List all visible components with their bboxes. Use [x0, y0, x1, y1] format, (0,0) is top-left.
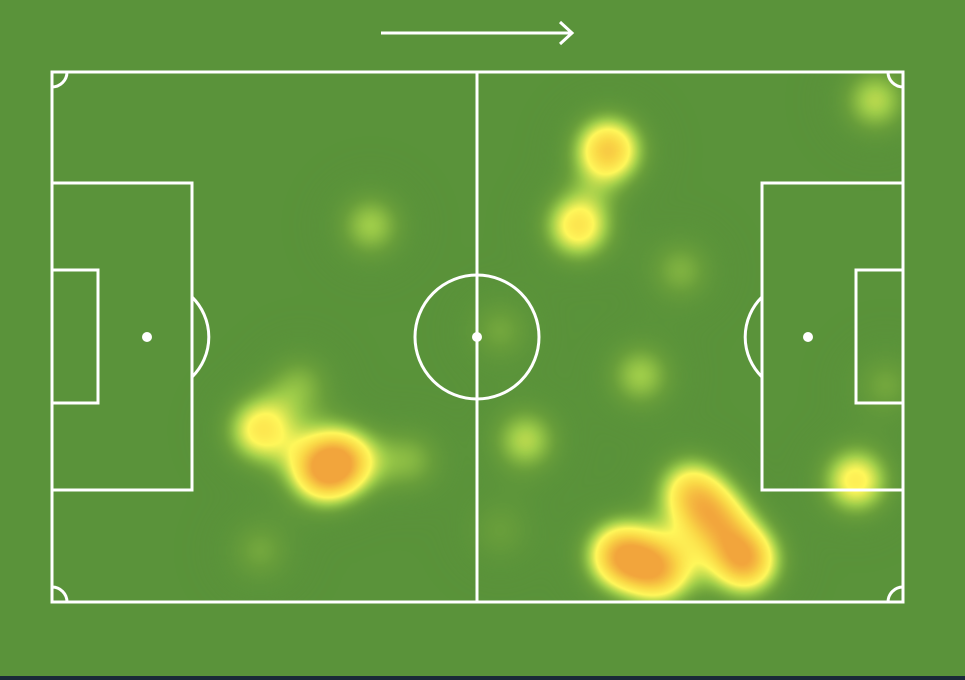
center-spot [472, 332, 482, 342]
corner-arc-top-left [51, 71, 69, 89]
corner-arc-top-right [886, 71, 904, 89]
right-six-yard-box [854, 268, 905, 405]
corner-arc-bottom-right [886, 585, 904, 603]
direction-arrow [381, 20, 575, 46]
center-circle [413, 273, 541, 401]
right-penalty-box [760, 181, 905, 492]
left-penalty-arc [190, 295, 211, 379]
left-penalty-box [50, 181, 194, 492]
left-penalty-spot [142, 332, 152, 342]
left-six-yard-box [50, 268, 100, 405]
right-penalty-arc [743, 295, 764, 379]
right-penalty-spot [803, 332, 813, 342]
bottom-bar [0, 676, 965, 680]
corner-arc-bottom-left [51, 585, 69, 603]
